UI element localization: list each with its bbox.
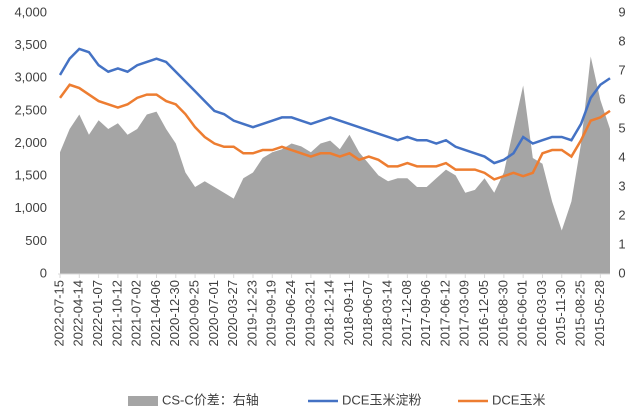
x-tick-label: 2015-05-28 [592,280,607,347]
line [58,47,611,165]
y2-tick-label: 2 [618,207,625,222]
y-tick-label: 4,000 [14,4,47,19]
x-tick-label: 2016-06-01 [515,280,530,347]
x-tick-label: 2020-07-01 [206,280,221,347]
x-tick-label: 2015-11-30 [553,280,568,346]
y2-tick-label: 6 [618,91,625,106]
y-tick-label: 500 [25,233,47,248]
area [60,56,610,274]
x-tick-label: 2020-09-25 [187,280,202,347]
line [58,83,611,181]
y-tick-label: 3,000 [14,70,47,85]
x-tick-label: 2015-08-25 [572,280,587,347]
y-tick-label: 3,500 [14,37,47,52]
x-tick-label: 2017-03-09 [457,280,472,347]
x-tick-label: 2022-04-14 [71,280,86,347]
legend-label: DCE玉米淀粉 [342,392,421,407]
x-tick-label: 2018-03-14 [380,280,395,347]
y-tick-label: 1,500 [14,168,47,183]
y2-tick-label: 1 [618,236,625,251]
y2-tick-label: 7 [618,62,625,77]
y2-tick-label: 9 [618,4,625,19]
x-tick-label: 2017-09-06 [418,280,433,347]
y2-tick-label: 3 [618,178,625,193]
x-tick-label: 2022-07-15 [51,280,66,347]
x-tick-label: 2019-12-23 [244,280,259,347]
x-tick-label: 2017-06-12 [437,280,452,347]
x-tick-label: 2019-03-21 [302,280,317,347]
legend-swatch [128,396,158,406]
y2-tick-label: 8 [618,33,625,48]
y2-tick-label: 4 [618,149,625,164]
x-tick-label: 2021-04-06 [148,280,163,347]
x-tick-label: 2018-12-14 [322,280,337,347]
x-tick-label: 2017-12-08 [399,280,414,347]
x-tick-label: 2021-10-12 [109,280,124,347]
x-tick-label: 2016-08-30 [495,280,510,347]
x-tick-label: 2020-12-30 [167,280,182,347]
y-tick-label: 2,000 [14,135,47,150]
x-tick-label: 2022-01-07 [90,280,105,347]
x-tick-label: 2016-12-05 [476,280,491,347]
x-tick-label: 2020-03-27 [225,280,240,347]
y-tick-label: 1,000 [14,200,47,215]
legend-label: DCE玉米 [492,392,545,407]
x-tick-label: 2021-07-02 [129,280,144,347]
x-tick-label: 2019-09-19 [264,280,279,347]
x-tick-label: 2018-09-11 [341,280,356,346]
x-tick-label: 2018-06-07 [360,280,375,347]
legend-label: CS-C价差：右轴 [162,392,259,407]
y-tick-label: 2,500 [14,102,47,117]
y2-tick-label: 0 [618,265,625,280]
y-tick-label: 0 [40,265,47,280]
x-tick-label: 2016-03-03 [534,280,549,347]
x-tick-label: 2019-06-24 [283,280,298,347]
y2-tick-label: 5 [618,120,625,135]
